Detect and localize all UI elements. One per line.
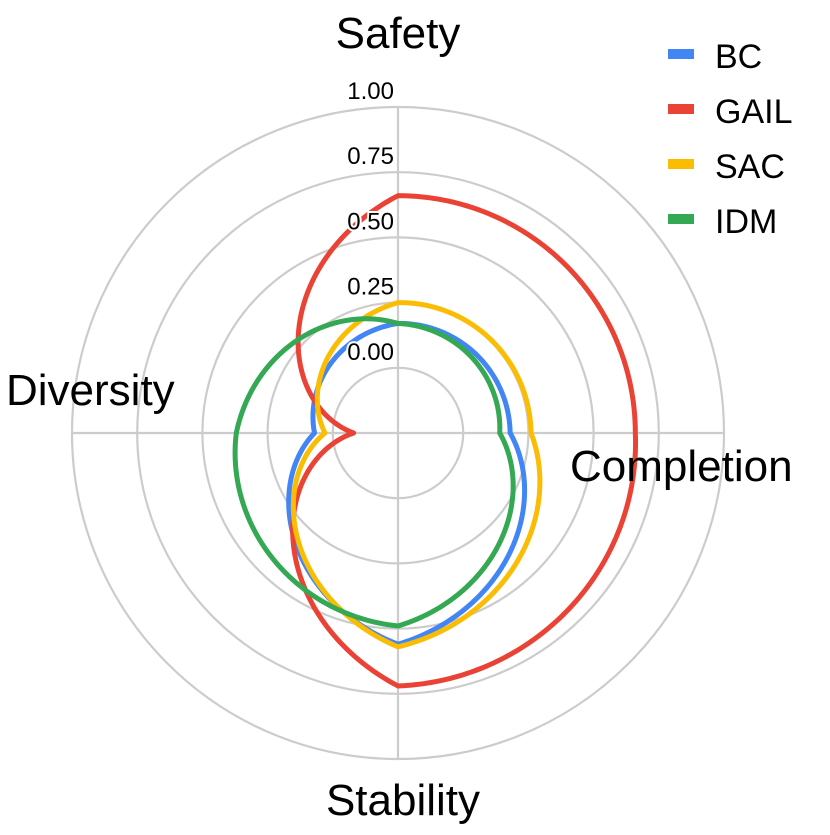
legend-item-gail: GAIL (668, 93, 792, 131)
legend-item-bc: BC (668, 38, 762, 76)
tick-label: 0.50 (347, 208, 394, 235)
series-gail (290, 193, 639, 689)
legend-swatch-sac (668, 159, 694, 169)
legend-item-idm: IDM (668, 203, 777, 241)
series-sac (290, 300, 543, 650)
series-idm (232, 316, 516, 629)
legend-swatch-gail (668, 104, 694, 114)
axis-label-completion: Completion (570, 442, 793, 491)
legend-label-bc: BC (715, 38, 762, 76)
radial-ticks: 0.00 0.25 0.50 0.75 1.00 (345, 76, 396, 368)
tick-label: 0.75 (347, 143, 394, 170)
axis-label-diversity: Diversity (6, 366, 175, 415)
tick-label: 0.00 (347, 339, 394, 366)
axis-label-stability: Stability (326, 776, 480, 825)
legend-swatch-idm (668, 214, 694, 224)
spokes (72, 107, 724, 759)
legend-label-idm: IDM (715, 203, 777, 241)
series-layer (232, 193, 639, 689)
legend-swatch-bc (668, 49, 694, 59)
tick-label: 1.00 (347, 78, 394, 105)
axis-label-safety: Safety (336, 9, 461, 58)
tick-label: 0.25 (347, 274, 394, 301)
legend-label-sac: SAC (715, 148, 785, 186)
legend-item-sac: SAC (668, 148, 785, 186)
legend-label-gail: GAIL (715, 93, 792, 131)
legend: BC GAIL SAC IDM (668, 38, 792, 241)
